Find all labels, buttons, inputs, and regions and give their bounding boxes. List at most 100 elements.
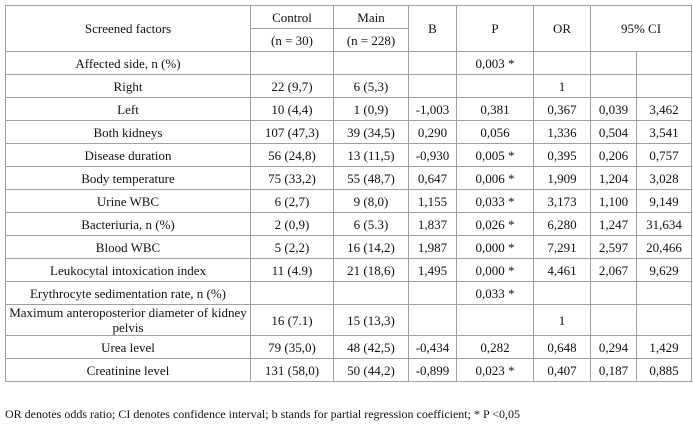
value-cell (636, 304, 692, 336)
factor-cell: Blood WBC (5, 235, 251, 259)
value-cell: 15 (13,3) (333, 304, 409, 336)
header-cell: Main (333, 5, 409, 29)
value-cell: 9,629 (636, 258, 692, 282)
value-cell: -1,003 (408, 97, 457, 121)
value-cell (333, 51, 409, 75)
value-cell: 6,280 (533, 212, 591, 236)
value-cell: 9 (8,0) (333, 189, 409, 213)
value-cell: 13 (11,5) (333, 143, 409, 167)
value-cell (590, 51, 637, 75)
value-cell: 1,987 (408, 235, 457, 259)
value-cell: 0,000 * (456, 258, 534, 282)
factor-cell: Right (5, 74, 251, 98)
value-cell (590, 74, 637, 98)
value-cell: 79 (35,0) (250, 335, 334, 359)
table-body: Affected side, n (%) 0,003 * Right 22 (9,7)… (5, 51, 692, 382)
table-row: Bacteriuria, n (%) 2 (0,9) 6 (5.3) 1,837 0,0… (5, 212, 692, 236)
value-cell: 6 (5,3) (333, 74, 409, 98)
header-cell: Screened factors (5, 5, 251, 52)
value-cell: 1,429 (636, 335, 692, 359)
value-cell: 1 (0,9) (333, 97, 409, 121)
header-cell: (n = 228) (333, 28, 409, 52)
value-cell: 48 (42,5) (333, 335, 409, 359)
footnote: OR denotes odds ratio; CI denotes confid… (5, 407, 520, 421)
value-cell: 5 (2,2) (250, 235, 334, 259)
table-row: Body temperature 75 (33,2) 55 (48,7) 0,647 0… (5, 166, 692, 190)
table-header: Screened factors Control Main B P OR 95%… (5, 5, 692, 52)
value-cell: 1,495 (408, 258, 457, 282)
value-cell: 1,247 (590, 212, 637, 236)
value-cell (408, 51, 457, 75)
value-cell: 16 (14,2) (333, 235, 409, 259)
value-cell: 11 (4.9) (250, 258, 334, 282)
value-cell: 1 (533, 74, 591, 98)
value-cell: 75 (33,2) (250, 166, 334, 190)
value-cell: 1,155 (408, 189, 457, 213)
value-cell: 22 (9,7) (250, 74, 334, 98)
value-cell: 3,462 (636, 97, 692, 121)
value-cell (590, 304, 637, 336)
value-cell: 1,336 (533, 120, 591, 144)
value-cell: 3,173 (533, 189, 591, 213)
value-cell (250, 281, 334, 305)
table-row: Urine WBC 6 (2,7) 9 (8,0) 1,155 0,033 * 3,173… (5, 189, 692, 213)
value-cell: 4,461 (533, 258, 591, 282)
value-cell (636, 281, 692, 305)
table-row: Erythrocyte sedimentation rate, n (%) 0,0… (5, 281, 692, 305)
value-cell: 0,647 (408, 166, 457, 190)
factor-cell: Urea level (5, 335, 251, 359)
value-cell: 0,885 (636, 358, 692, 382)
value-cell: 0,039 (590, 97, 637, 121)
factor-cell: Left (5, 97, 251, 121)
value-cell: 3,541 (636, 120, 692, 144)
value-cell: 107 (47,3) (250, 120, 334, 144)
table-row: Affected side, n (%) 0,003 * (5, 51, 692, 75)
factor-cell: Leukocytal intoxication index (5, 258, 251, 282)
value-cell: 20,466 (636, 235, 692, 259)
value-cell (408, 304, 457, 336)
factor-cell: Bacteriuria, n (%) (5, 212, 251, 236)
results-table: Screened factors Control Main B P OR 95%… (5, 5, 692, 382)
table-row: Left 10 (4,4) 1 (0,9) -1,003 0,381 0,367 0,039… (5, 97, 692, 121)
value-cell (533, 51, 591, 75)
table-row: Blood WBC 5 (2,2) 16 (14,2) 1,987 0,000 * 7,2… (5, 235, 692, 259)
header-cell: 95% CI (590, 5, 692, 52)
value-cell (408, 281, 457, 305)
value-cell: 16 (7.1) (250, 304, 334, 336)
value-cell (636, 51, 692, 75)
value-cell: 0,000 * (456, 235, 534, 259)
value-cell: 55 (48,7) (333, 166, 409, 190)
header-cell: B (408, 5, 457, 52)
value-cell (250, 51, 334, 75)
value-cell: 0,367 (533, 97, 591, 121)
table-row: Maximum anteroposterior diameter of kidn… (5, 304, 692, 336)
factor-cell: Disease duration (5, 143, 251, 167)
value-cell: 0,056 (456, 120, 534, 144)
value-cell: -0,434 (408, 335, 457, 359)
value-cell: 0,005 * (456, 143, 534, 167)
factor-cell: Creatinine level (5, 358, 251, 382)
value-cell (590, 281, 637, 305)
header-cell: (n = 30) (250, 28, 334, 52)
value-cell: -0,930 (408, 143, 457, 167)
header-cell: OR (533, 5, 591, 52)
value-cell: 7,291 (533, 235, 591, 259)
value-cell: 21 (18,6) (333, 258, 409, 282)
value-cell (408, 74, 457, 98)
value-cell: 2,597 (590, 235, 637, 259)
value-cell: 6 (2,7) (250, 189, 334, 213)
value-cell: 0,033 * (456, 189, 534, 213)
value-cell: 1,909 (533, 166, 591, 190)
value-cell: 1,837 (408, 212, 457, 236)
value-cell: 0,294 (590, 335, 637, 359)
value-cell: 6 (5.3) (333, 212, 409, 236)
header-cell: P (456, 5, 534, 52)
value-cell: 0,504 (590, 120, 637, 144)
factor-cell: Body temperature (5, 166, 251, 190)
value-cell: 0,407 (533, 358, 591, 382)
value-cell (333, 281, 409, 305)
table-row: Both kidneys 107 (47,3) 39 (34,5) 0,290 0,05… (5, 120, 692, 144)
value-cell: 0,381 (456, 97, 534, 121)
value-cell: 10 (4,4) (250, 97, 334, 121)
value-cell: 0,290 (408, 120, 457, 144)
